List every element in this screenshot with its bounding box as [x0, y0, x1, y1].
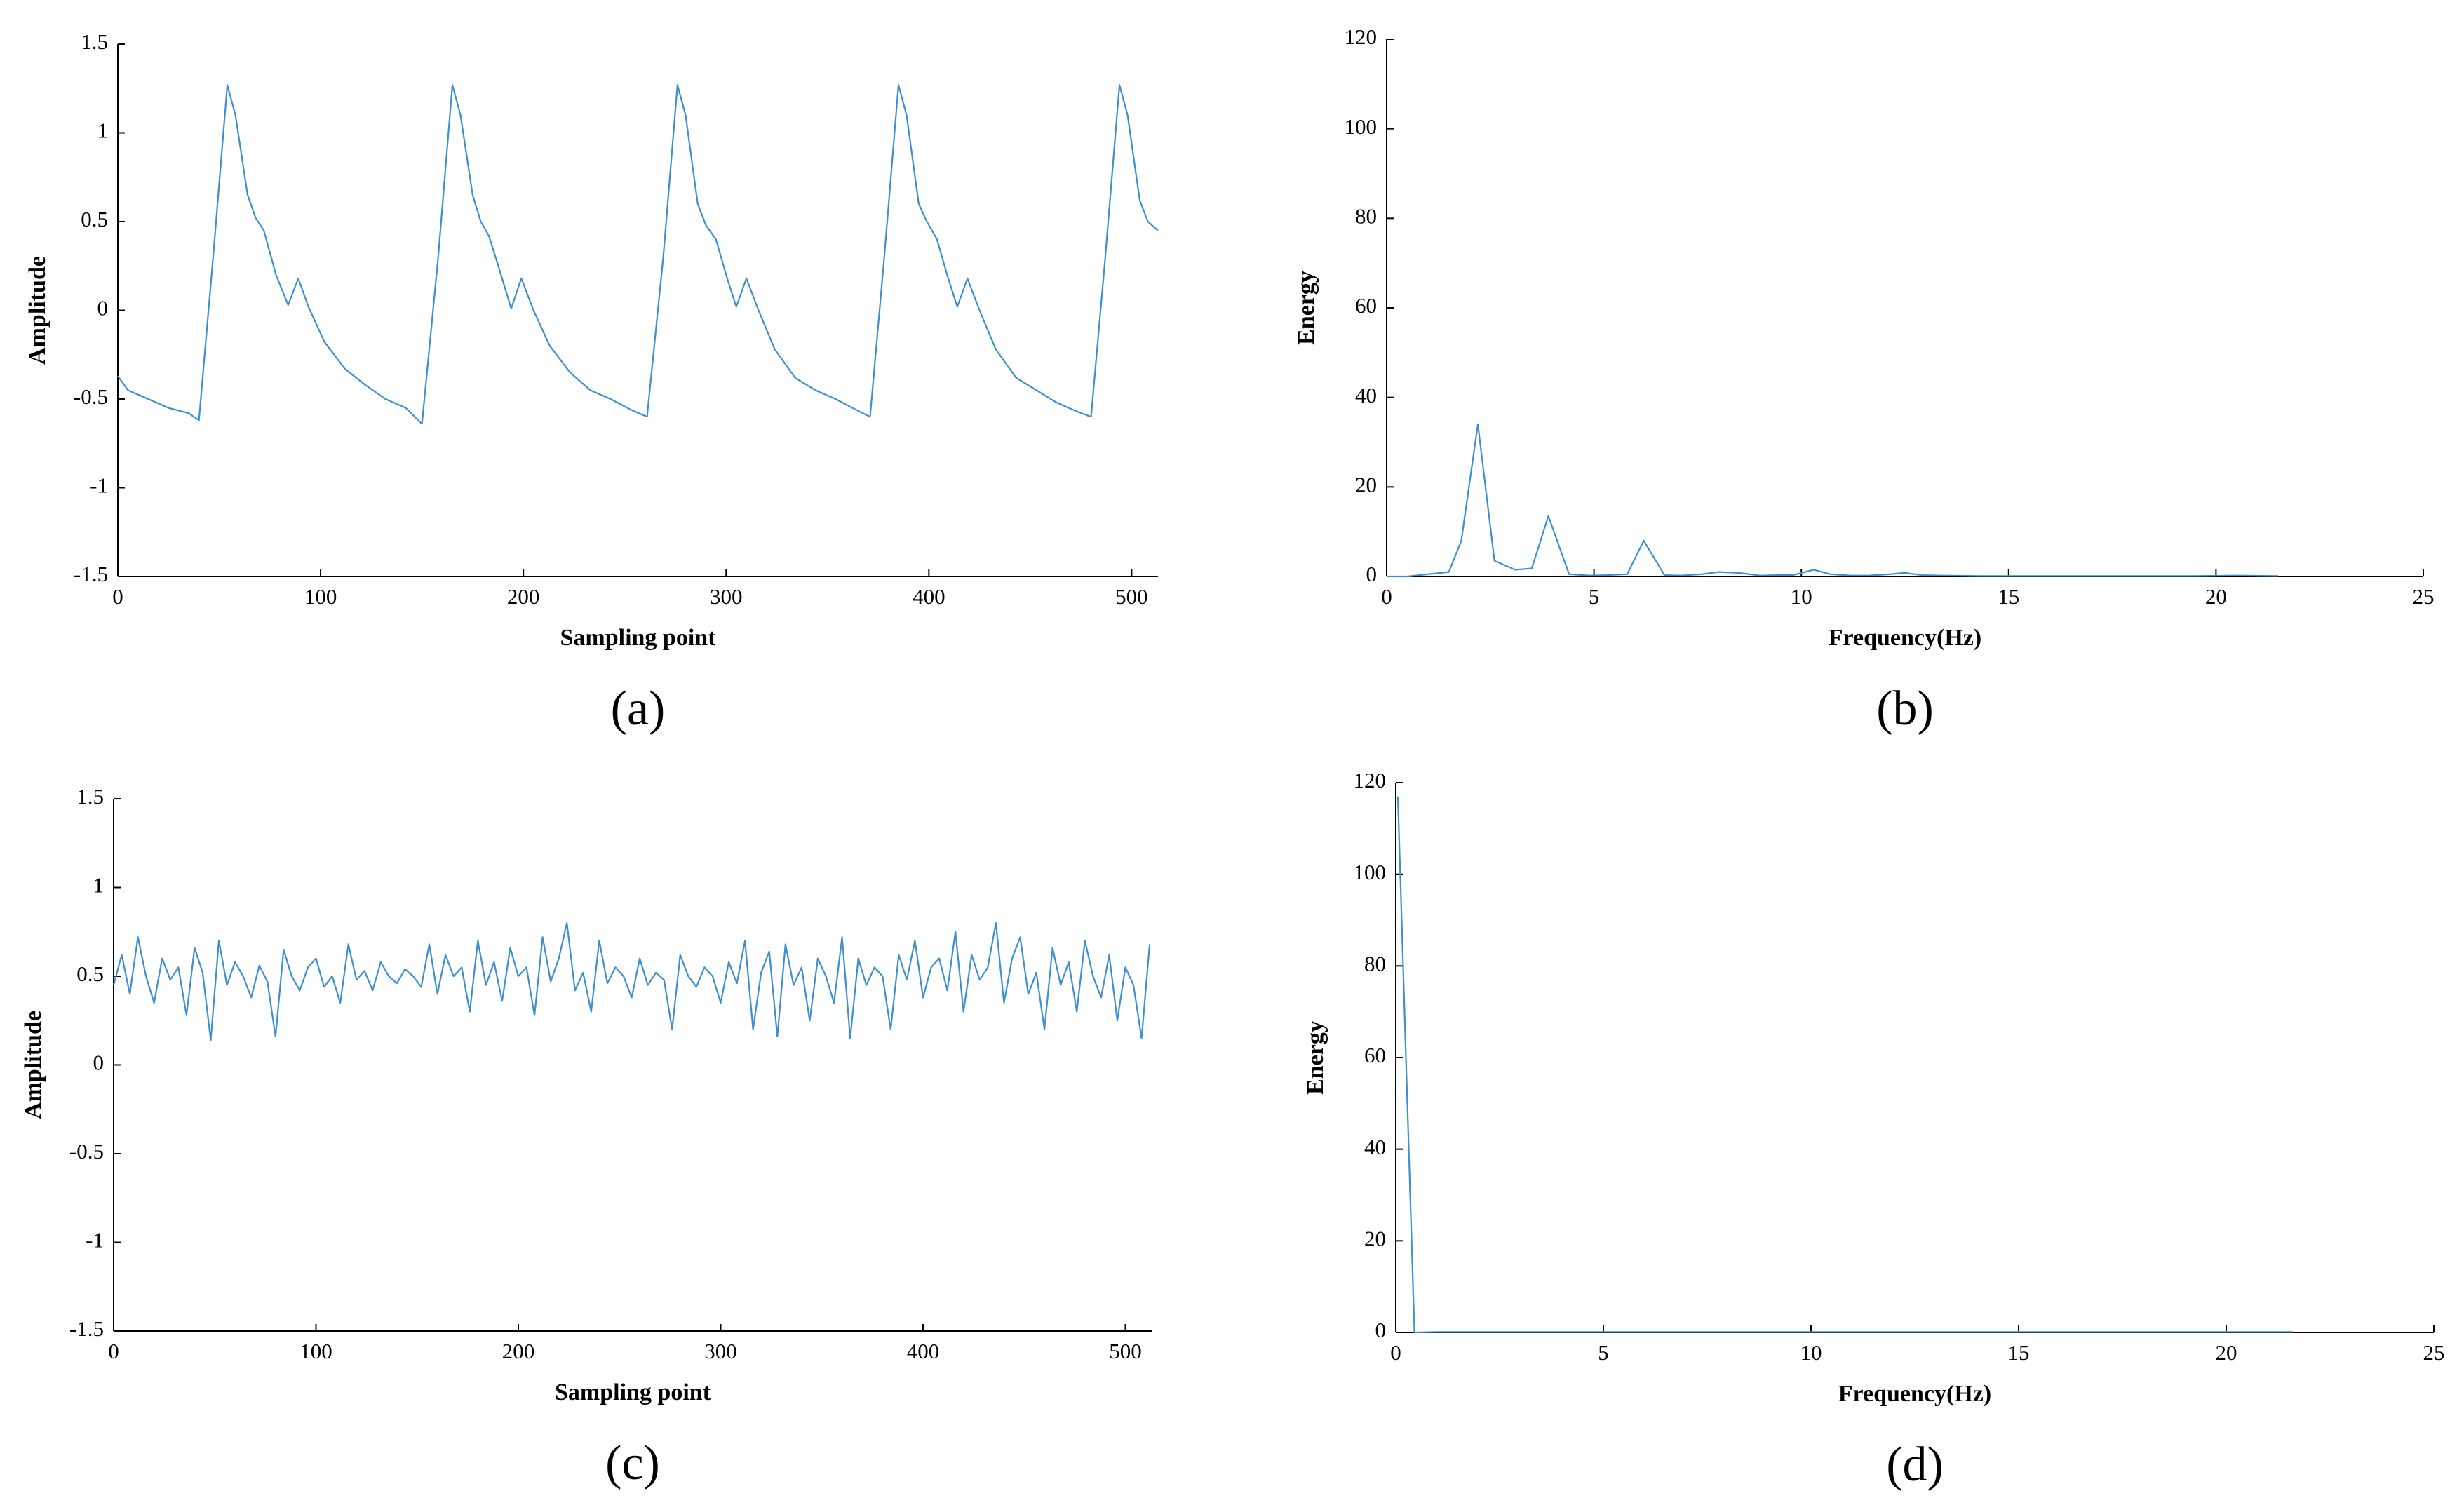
- x-axis-label: Sampling point: [555, 1379, 711, 1405]
- y-tick-label: 120: [1354, 768, 1387, 792]
- x-tick-label: 400: [907, 1339, 940, 1363]
- x-axis-label: Frequency(Hz): [1829, 625, 1981, 651]
- y-tick-label: 1.5: [76, 784, 104, 809]
- data-line: [1387, 423, 2279, 578]
- data-line: [1396, 796, 2293, 1334]
- x-tick-label: 20: [2216, 1340, 2237, 1365]
- y-tick-label: 0: [97, 296, 109, 320]
- y-tick-label: 40: [1355, 383, 1377, 407]
- y-tick-label: 60: [1355, 293, 1377, 318]
- y-tick-label: 100: [1354, 860, 1387, 884]
- y-tick-label: -0.5: [69, 1139, 104, 1163]
- y-axis-label: Energy: [1302, 1020, 1328, 1095]
- x-axis-label: Frequency(Hz): [1838, 1381, 1991, 1407]
- x-tick-label: 15: [2008, 1340, 2030, 1365]
- x-tick-label: 500: [1115, 584, 1148, 609]
- x-tick-label: 500: [1109, 1339, 1142, 1363]
- y-tick-label: 0: [1366, 562, 1378, 586]
- data-line: [112, 922, 1151, 1041]
- caption: (c): [605, 1436, 660, 1490]
- y-tick-label: -0.5: [74, 384, 108, 409]
- y-axis-label: Amplitude: [25, 256, 51, 365]
- x-tick-label: 200: [502, 1339, 535, 1363]
- y-tick-label: 0: [1375, 1318, 1387, 1342]
- x-tick-label: 25: [2423, 1340, 2445, 1365]
- y-tick-label: 1.5: [81, 29, 108, 54]
- x-tick-label: 100: [299, 1339, 332, 1363]
- x-tick-label: 0: [112, 584, 123, 609]
- x-tick-label: 300: [704, 1339, 737, 1363]
- y-tick-label: 1: [97, 119, 109, 143]
- caption: (b): [1876, 682, 1934, 736]
- y-tick-label: 20: [1355, 472, 1377, 497]
- y-tick-label: 0: [93, 1051, 105, 1075]
- x-tick-label: 0: [108, 1339, 119, 1363]
- y-tick-label: 1: [93, 873, 105, 898]
- x-axis-label: Sampling point: [560, 625, 716, 651]
- y-tick-label: -1: [90, 473, 108, 498]
- x-tick-label: 5: [1589, 584, 1600, 609]
- x-tick-label: 0: [1390, 1340, 1401, 1365]
- y-tick-label: 40: [1364, 1135, 1386, 1159]
- x-tick-label: 20: [2205, 584, 2227, 609]
- x-tick-label: 100: [304, 584, 337, 609]
- caption: (d): [1886, 1438, 1944, 1492]
- y-tick-label: 80: [1364, 951, 1386, 976]
- x-tick-label: 200: [507, 584, 540, 609]
- caption: (a): [611, 682, 666, 736]
- y-tick-label: -1.5: [69, 1316, 104, 1341]
- y-tick-label: 80: [1355, 203, 1377, 228]
- x-tick-label: 15: [1998, 584, 2019, 609]
- y-axis-label: Amplitude: [20, 1011, 46, 1119]
- y-tick-label: -1: [86, 1228, 104, 1253]
- x-tick-label: 10: [1791, 584, 1812, 609]
- x-tick-label: 400: [913, 584, 945, 609]
- x-tick-label: 25: [2413, 584, 2435, 609]
- y-tick-label: 60: [1364, 1043, 1386, 1067]
- y-tick-label: -1.5: [74, 562, 108, 586]
- x-tick-label: 0: [1381, 584, 1392, 609]
- x-tick-label: 300: [710, 584, 743, 609]
- y-tick-label: 120: [1345, 25, 1378, 49]
- y-tick-label: 0.5: [81, 207, 108, 231]
- y-tick-label: 100: [1345, 114, 1378, 139]
- x-tick-label: 5: [1598, 1340, 1609, 1365]
- y-tick-label: 20: [1364, 1226, 1386, 1250]
- y-axis-label: Energy: [1293, 271, 1319, 345]
- data-line: [117, 84, 1159, 425]
- y-tick-label: 0.5: [76, 961, 104, 986]
- x-tick-label: 10: [1800, 1340, 1822, 1365]
